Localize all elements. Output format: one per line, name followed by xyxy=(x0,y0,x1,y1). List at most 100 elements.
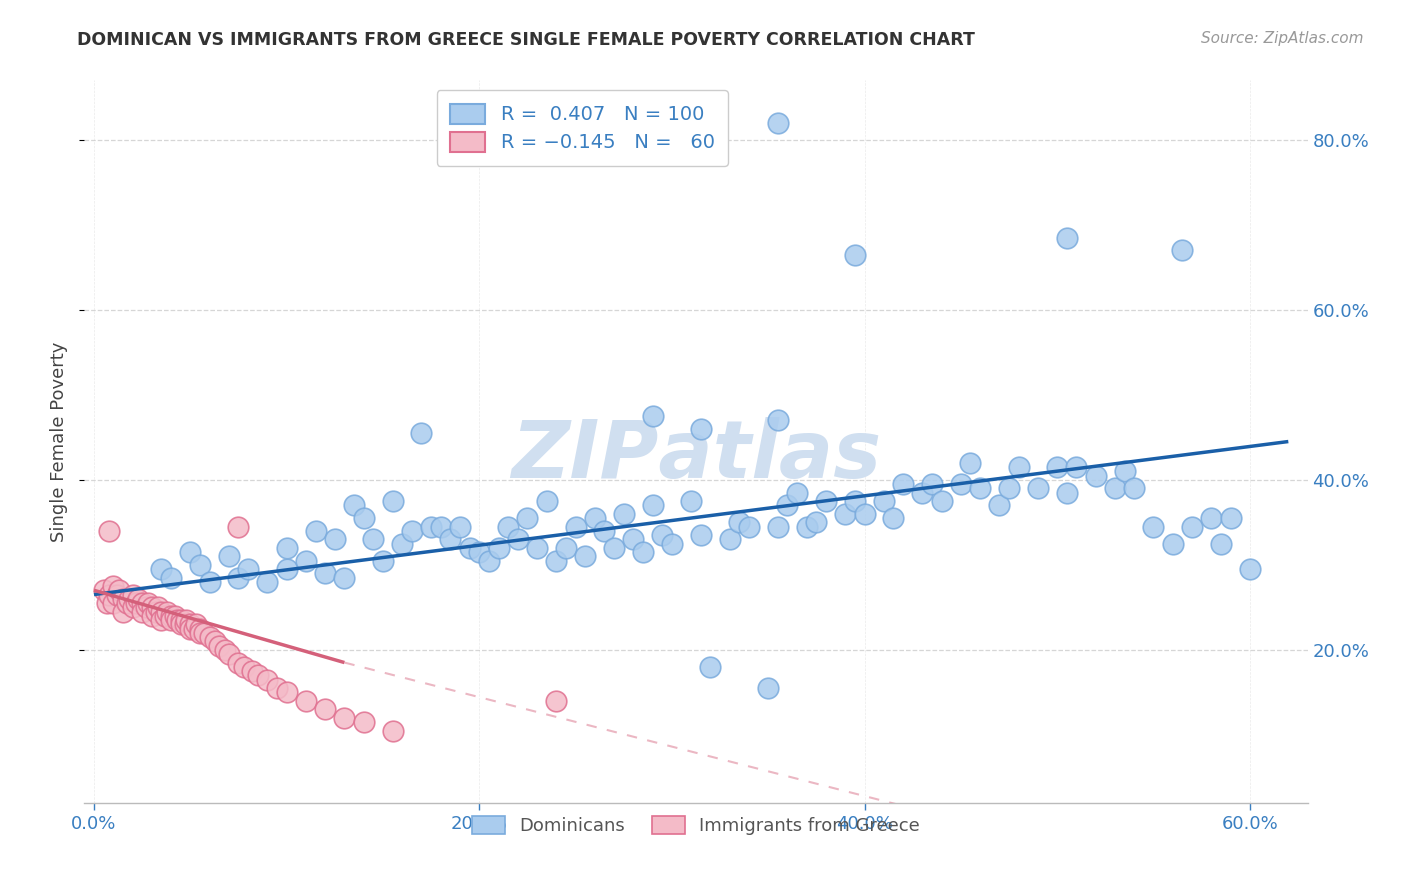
Text: Source: ZipAtlas.com: Source: ZipAtlas.com xyxy=(1201,31,1364,46)
Point xyxy=(155,608,177,623)
Point xyxy=(681,494,703,508)
Point xyxy=(411,425,433,440)
Point xyxy=(1171,244,1194,258)
Point xyxy=(115,596,138,610)
Point xyxy=(488,541,510,555)
Point xyxy=(295,553,318,567)
Point xyxy=(184,617,207,632)
Point xyxy=(121,600,143,615)
Point xyxy=(179,622,201,636)
Point xyxy=(766,519,789,533)
Point xyxy=(921,477,943,491)
Point xyxy=(401,524,423,538)
Point xyxy=(699,660,721,674)
Point xyxy=(98,524,121,538)
Point xyxy=(218,647,240,661)
Point xyxy=(156,605,179,619)
Point xyxy=(621,533,644,547)
Point xyxy=(496,519,519,533)
Point xyxy=(1046,460,1069,475)
Point xyxy=(163,608,186,623)
Point xyxy=(613,507,636,521)
Point xyxy=(314,566,336,581)
Point xyxy=(661,536,683,550)
Point xyxy=(1142,519,1164,533)
Point xyxy=(1026,481,1049,495)
Point xyxy=(188,558,211,572)
Point xyxy=(1161,536,1184,550)
Point xyxy=(256,574,278,589)
Point xyxy=(844,247,866,261)
Point xyxy=(166,613,188,627)
Point xyxy=(631,545,654,559)
Point xyxy=(93,583,115,598)
Point xyxy=(1056,485,1078,500)
Point xyxy=(564,519,586,533)
Point xyxy=(949,477,972,491)
Point xyxy=(179,545,201,559)
Point xyxy=(228,570,250,584)
Point xyxy=(1239,562,1261,576)
Point xyxy=(526,541,548,555)
Point xyxy=(173,617,195,632)
Point xyxy=(641,498,664,512)
Point xyxy=(391,536,413,550)
Point xyxy=(266,681,288,695)
Point xyxy=(814,494,837,508)
Point xyxy=(853,507,876,521)
Point xyxy=(96,596,118,610)
Point xyxy=(766,116,789,130)
Point xyxy=(353,511,375,525)
Point xyxy=(796,519,818,533)
Point xyxy=(150,562,173,576)
Legend: Dominicans, Immigrants from Greece: Dominicans, Immigrants from Greece xyxy=(463,807,929,845)
Point xyxy=(228,519,250,533)
Point xyxy=(834,507,856,521)
Point xyxy=(214,642,236,657)
Point xyxy=(295,694,318,708)
Point xyxy=(353,714,375,729)
Point xyxy=(135,600,157,615)
Point xyxy=(1007,460,1029,475)
Point xyxy=(429,519,451,533)
Point xyxy=(786,485,808,500)
Point xyxy=(458,541,481,555)
Point xyxy=(183,622,205,636)
Y-axis label: Single Female Poverty: Single Female Poverty xyxy=(51,342,69,541)
Point xyxy=(179,617,201,632)
Point xyxy=(641,409,664,423)
Text: ZIP​atlas: ZIP​atlas xyxy=(510,417,882,495)
Point xyxy=(111,605,134,619)
Point xyxy=(689,528,711,542)
Point xyxy=(1219,511,1241,525)
Point xyxy=(276,541,298,555)
Point xyxy=(160,570,183,584)
Point xyxy=(276,562,298,576)
Point xyxy=(555,541,578,555)
Point xyxy=(98,588,121,602)
Point xyxy=(1123,481,1146,495)
Point xyxy=(439,533,461,547)
Point xyxy=(1181,519,1204,533)
Point xyxy=(118,591,141,606)
Point xyxy=(198,574,221,589)
Point xyxy=(228,656,250,670)
Point xyxy=(170,613,193,627)
Point xyxy=(1104,481,1126,495)
Point xyxy=(276,685,298,699)
Point xyxy=(323,533,346,547)
Point xyxy=(593,524,616,538)
Point xyxy=(131,596,153,610)
Text: DOMINICAN VS IMMIGRANTS FROM GREECE SINGLE FEMALE POVERTY CORRELATION CHART: DOMINICAN VS IMMIGRANTS FROM GREECE SING… xyxy=(77,31,976,49)
Point xyxy=(193,625,215,640)
Point xyxy=(304,524,326,538)
Point xyxy=(873,494,896,508)
Point xyxy=(218,549,240,564)
Point xyxy=(891,477,914,491)
Point xyxy=(145,605,167,619)
Point xyxy=(546,553,568,567)
Point xyxy=(176,613,198,627)
Point xyxy=(111,591,134,606)
Point xyxy=(170,617,193,632)
Point xyxy=(1209,536,1232,550)
